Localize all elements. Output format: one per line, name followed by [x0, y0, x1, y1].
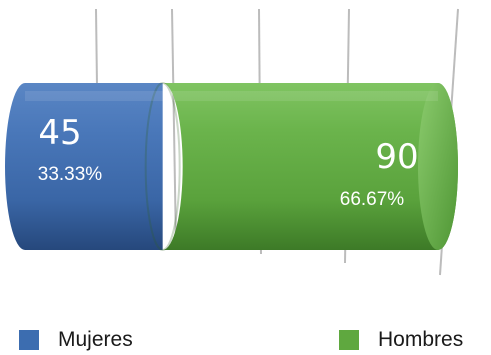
legend-label-hombres: Hombres [378, 328, 464, 351]
bar-highlight [25, 91, 438, 101]
bar-end-cap [418, 83, 458, 250]
segment-boundary [144, 82, 181, 251]
legend-item-hombres: Hombres [339, 328, 464, 351]
bar-segment-mujeres [5, 83, 163, 250]
data-label-value-mujeres: 45 [38, 113, 81, 153]
data-label-percent-mujeres: 33.33% [38, 164, 103, 185]
data-label-percent-hombres: 66.67% [340, 189, 405, 210]
bar-group [5, 82, 458, 251]
data-labels: 45 33.33% 90 66.67% [38, 113, 419, 210]
bar-segment-hombres [162, 83, 458, 250]
legend-swatch-hombres [339, 330, 359, 350]
legend-item-mujeres: Mujeres [19, 328, 133, 351]
data-label-value-hombres: 90 [375, 137, 418, 177]
legend-label-mujeres: Mujeres [58, 328, 133, 351]
legend-swatch-mujeres [19, 330, 39, 350]
gridline-2 [171, 8, 177, 247]
